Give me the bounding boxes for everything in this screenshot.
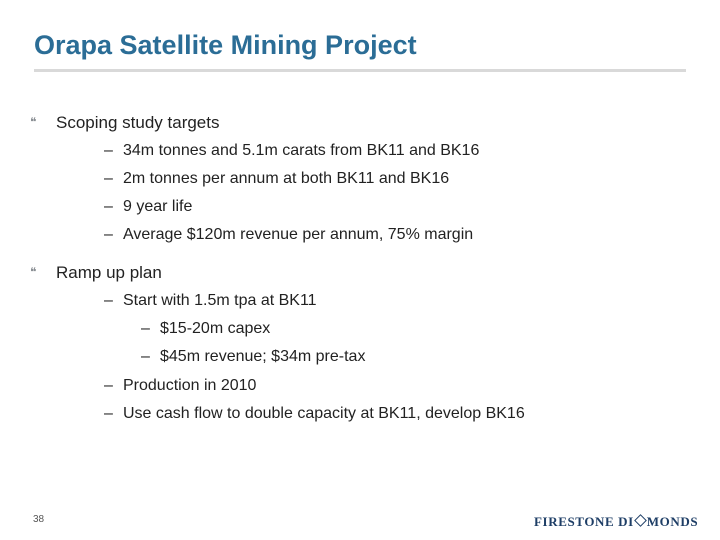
bullet-marker-icon: ❝: [30, 265, 37, 279]
sub-item-text: Start with 1.5m tpa at BK11: [123, 292, 317, 309]
dash: –: [104, 292, 113, 309]
sub-item-text: 2m tonnes per annum at both BK11 and BK1…: [123, 170, 450, 187]
sub-item: –9 year life: [104, 198, 192, 216]
sub-item-text: $15-20m capex: [160, 320, 271, 337]
sub-item-text: Use cash flow to double capacity at BK11…: [123, 405, 525, 422]
logo-text-part1: FIRESTONE DI: [534, 514, 634, 529]
bullet-text: Scoping study targets: [56, 113, 220, 132]
dash: –: [104, 226, 113, 243]
sub-item-text: 34m tonnes and 5.1m carats from BK11 and…: [123, 142, 480, 159]
slide-title: Orapa Satellite Mining Project: [34, 30, 417, 60]
dash: –: [141, 320, 150, 337]
sub-item: – Use cash flow to double capacity at BK1…: [104, 405, 525, 423]
sub-item: – Average $120m revenue per annum, 75% ma…: [104, 226, 473, 244]
dash: –: [104, 142, 113, 159]
title-divider: [34, 69, 686, 72]
bullet-ramp-up-plan: ❝ Ramp up plan: [30, 263, 162, 283]
dash: –: [104, 405, 113, 422]
sub-sub-item: – $45m revenue; $34m pre-tax: [141, 348, 365, 366]
sub-item: –2m tonnes per annum at both BK11 and BK…: [104, 170, 449, 188]
dash: –: [104, 377, 113, 394]
bullet-marker-icon: ❝: [30, 115, 37, 129]
dash: –: [104, 170, 113, 187]
dash: –: [141, 348, 150, 365]
sub-item: – Start with 1.5m tpa at BK11: [104, 292, 317, 310]
page-number: 38: [33, 514, 45, 525]
dash: –: [104, 198, 113, 215]
firestone-diamonds-logo: FIRESTONE DI MONDS: [534, 514, 698, 530]
sub-item: – Production in 2010: [104, 377, 256, 395]
logo-text-part2: MONDS: [646, 514, 699, 529]
sub-item-text: $45m revenue; $34m pre-tax: [160, 348, 366, 365]
sub-item: –34m tonnes and 5.1m carats from BK11 an…: [104, 142, 479, 160]
sub-item-text: 9 year life: [123, 198, 193, 215]
sub-item-text: Average $120m revenue per annum, 75% mar…: [123, 226, 474, 243]
sub-sub-item: – $15-20m capex: [141, 320, 270, 338]
sub-item-text: Production in 2010: [123, 377, 257, 394]
diamond-icon: [633, 514, 647, 527]
bullet-text: Ramp up plan: [56, 263, 162, 282]
bullet-scoping-study: ❝ Scoping study targets: [30, 113, 219, 133]
